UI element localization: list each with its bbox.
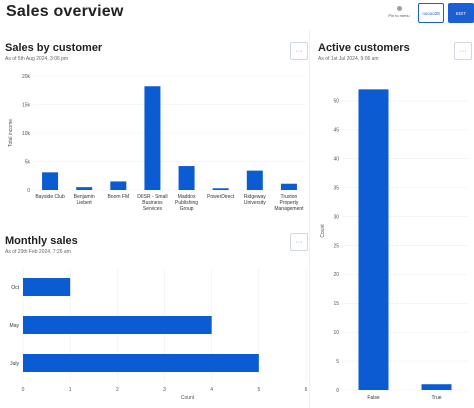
x-tick-label: Benjamin Liebert bbox=[74, 194, 95, 206]
bar bbox=[421, 384, 452, 390]
pin-icon bbox=[396, 6, 402, 11]
y-axis-label: Count bbox=[320, 224, 326, 238]
panel-separator bbox=[309, 30, 310, 408]
pin-to-menu-label: Pin to menu bbox=[388, 13, 410, 18]
panel-title: Monthly sales bbox=[5, 235, 78, 247]
x-tick-label-line: Liebert bbox=[77, 200, 93, 206]
active-customers-chart: 0 5 10 15 20 25 30 35 40 45 50 Count False True bbox=[320, 89, 468, 401]
y-tick-label: 5k bbox=[25, 159, 31, 165]
y-tick-label: 25 bbox=[333, 243, 339, 249]
x-tick-label: 4 bbox=[210, 387, 213, 393]
x-tick-label-line: Business bbox=[142, 200, 163, 206]
sales-by-customer-menu-button[interactable]: ··· bbox=[290, 42, 308, 60]
x-tick-label-line: Boom FM bbox=[107, 194, 129, 200]
y-tick-label: 15 bbox=[333, 301, 339, 307]
y-tick-label: 35 bbox=[333, 185, 339, 191]
y-tick-label: 0 bbox=[27, 188, 30, 194]
pin-to-menu-button[interactable]: Pin to menu bbox=[386, 6, 412, 18]
more-icon: ··· bbox=[295, 238, 303, 246]
y-tick-label: 0 bbox=[336, 388, 339, 394]
x-tick-label: 0 bbox=[22, 387, 25, 393]
bar bbox=[76, 187, 93, 190]
x-tick-label: Bayside Club bbox=[35, 194, 65, 200]
bar bbox=[110, 181, 127, 190]
x-tick-label: 1 bbox=[69, 387, 72, 393]
panel-monthly-sales: Monthly sales As of 29th Feb 2024, 7:26 … bbox=[5, 235, 305, 265]
x-tick-label: Boom FM bbox=[107, 194, 129, 200]
x-axis-label: Count bbox=[181, 395, 195, 401]
sales-by-customer-chart: 0 5k 10k 15k 20k Total income Bayside Club Benj… bbox=[8, 74, 306, 212]
panel-subtitle: As of 1st Jul 2024, 9:06 am bbox=[318, 56, 379, 62]
x-tick-label-line: Truxton bbox=[281, 194, 298, 200]
y-tick-label: 10 bbox=[333, 330, 339, 336]
y-tick-label: Oct bbox=[11, 285, 19, 291]
x-tick-label-line: DIISR - Small bbox=[137, 194, 167, 200]
y-tick-label: 50 bbox=[333, 99, 339, 105]
x-tick-label-line: Benjamin bbox=[74, 194, 95, 200]
y-tick-label: 20k bbox=[22, 74, 31, 80]
bar bbox=[23, 316, 212, 334]
x-tick-label: Ridgeway University bbox=[244, 194, 266, 206]
panel-title: Sales by customer bbox=[5, 42, 103, 54]
x-tick-label-line: University bbox=[244, 200, 266, 206]
x-tick-label: PowerDirect bbox=[207, 194, 235, 200]
y-axis-label: Total income bbox=[8, 119, 14, 147]
x-tick-label: DIISR - Small Business Services bbox=[137, 194, 167, 212]
bar bbox=[144, 86, 161, 190]
x-tick-label: False bbox=[367, 395, 379, 401]
y-tick-label: July bbox=[10, 361, 19, 367]
x-tick-label: Maddox Publishing Group bbox=[175, 194, 198, 212]
header-outline-button[interactable]: ooooo28 bbox=[418, 3, 444, 23]
y-tick-label: 45 bbox=[333, 128, 339, 134]
x-tick-label: 2 bbox=[116, 387, 119, 393]
y-tick-label: May bbox=[10, 323, 20, 329]
monthly-sales-chart: 0 1 2 3 4 5 6 Count Oct May July bbox=[10, 268, 308, 401]
x-tick-label-line: Bayside Club bbox=[35, 194, 65, 200]
more-icon: ··· bbox=[295, 47, 303, 55]
bar bbox=[246, 170, 263, 190]
monthly-sales-menu-button[interactable]: ··· bbox=[290, 233, 308, 251]
more-icon: ··· bbox=[459, 47, 467, 55]
panel-subtitle: As of 29th Feb 2024, 7:26 am bbox=[5, 249, 71, 255]
x-tick-label: Truxton Property Management bbox=[274, 194, 304, 212]
x-tick-label: 3 bbox=[163, 387, 166, 393]
bar bbox=[42, 172, 59, 190]
y-tick-label: 40 bbox=[333, 157, 339, 163]
x-tick-label: True bbox=[431, 395, 441, 401]
x-tick-label-line: Management bbox=[274, 206, 304, 212]
x-tick-label-line: Maddox bbox=[178, 194, 196, 200]
bar bbox=[358, 89, 389, 390]
x-tick-label-line: Property bbox=[279, 200, 298, 206]
bar bbox=[280, 183, 297, 190]
y-tick-label: 30 bbox=[333, 214, 339, 220]
bar bbox=[23, 278, 71, 296]
bar bbox=[212, 188, 229, 190]
x-tick-label-line: Ridgeway bbox=[244, 194, 266, 200]
page-title: Sales overview bbox=[6, 3, 124, 20]
bar bbox=[23, 354, 259, 372]
panel-title: Active customers bbox=[318, 42, 410, 54]
x-tick-label-line: Publishing bbox=[175, 200, 198, 206]
panel-subtitle: As of 5th Aug 2024, 3:06 pm bbox=[5, 56, 69, 62]
y-tick-label: 5 bbox=[336, 359, 339, 365]
y-tick-label: 15k bbox=[22, 102, 31, 108]
x-tick-label-line: Services bbox=[143, 206, 163, 212]
x-tick-label: 5 bbox=[257, 387, 260, 393]
x-tick-label: 6 bbox=[305, 387, 308, 393]
y-tick-label: 20 bbox=[333, 272, 339, 278]
x-tick-label-line: Group bbox=[180, 206, 194, 212]
x-tick-label-line: PowerDirect bbox=[207, 194, 235, 200]
bar bbox=[178, 166, 195, 190]
panel-active-customers: Active customers As of 1st Jul 2024, 9:0… bbox=[318, 42, 448, 72]
active-customers-menu-button[interactable]: ··· bbox=[454, 42, 472, 60]
edit-button[interactable]: EDIT bbox=[448, 3, 474, 23]
y-tick-label: 10k bbox=[22, 131, 31, 137]
